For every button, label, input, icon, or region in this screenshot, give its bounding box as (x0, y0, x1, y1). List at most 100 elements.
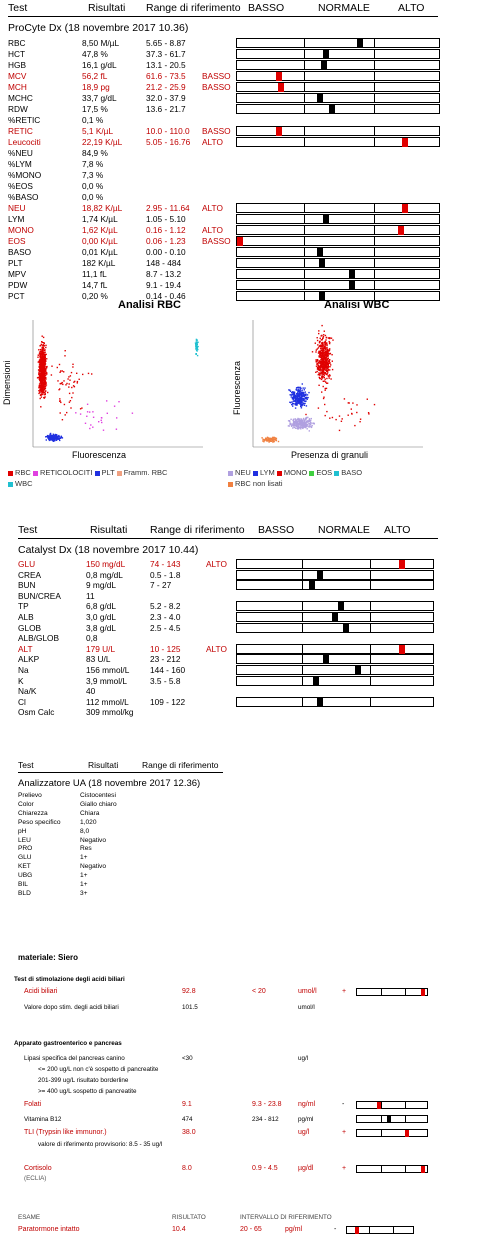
neu-point (305, 426, 307, 429)
mono-point (325, 356, 328, 358)
rbc-non-lisati-point (262, 440, 264, 442)
range-divider (304, 83, 305, 91)
rbc-non-lisati-point (272, 438, 275, 440)
row-range: 5.2 - 8.2 (150, 601, 181, 611)
row-name: Cl (18, 697, 26, 707)
mono-point (315, 351, 317, 353)
value-marker (349, 270, 355, 279)
row-name: MONO (8, 225, 34, 235)
range-divider (304, 39, 305, 47)
wbc-point (196, 344, 198, 346)
rbc-point (39, 390, 41, 393)
mono-point (317, 359, 319, 362)
rbc-point (87, 372, 90, 375)
rbc-non-lisati-point (267, 438, 269, 440)
rbc-point (42, 355, 44, 357)
ua-name: BIL (18, 881, 28, 888)
neu-point (308, 426, 310, 428)
mono-point (343, 398, 346, 400)
neu-point (303, 425, 305, 427)
value-marker (349, 281, 355, 290)
rbc-point (40, 371, 42, 373)
rbc-point (38, 378, 41, 380)
rbc-point (69, 400, 72, 402)
row-name: HGB (8, 60, 26, 70)
header2-test: Test (18, 524, 38, 536)
rbc-point (61, 419, 64, 421)
rbc-point (70, 371, 73, 374)
range-divider (304, 50, 305, 58)
wbc-legend-item: NEU (228, 468, 251, 477)
rbc-legend-item: PLT (94, 468, 115, 477)
range-divider (302, 581, 303, 589)
row-range: 148 - 484 (146, 258, 182, 268)
range-bar (236, 612, 434, 622)
rbc-point (41, 361, 43, 363)
lym-point (289, 389, 291, 391)
mono-point (322, 371, 324, 374)
mono-point (321, 362, 323, 364)
rbc-point (37, 354, 39, 356)
mono-point (320, 359, 322, 361)
lym-point (301, 389, 303, 391)
mono-point (330, 378, 332, 380)
row-range: 74 - 143 (150, 559, 181, 569)
rbc-non-lisati-point (274, 437, 276, 439)
rbc-point (40, 381, 42, 383)
ua-value: Negativo (80, 837, 107, 844)
rbc-point (39, 368, 41, 370)
retic-point (90, 424, 92, 426)
cortisolo-bar (356, 1165, 428, 1173)
neu-point (297, 424, 299, 426)
mono-point (321, 377, 323, 379)
mono-point (323, 366, 326, 368)
neu-point (303, 424, 305, 426)
wbc-legend-item: LYM (252, 468, 275, 477)
rbc-point (73, 386, 76, 388)
rbc-point (78, 378, 80, 380)
ua-name: Prelievo (18, 792, 42, 799)
mono-point (305, 413, 307, 416)
rbc-point (43, 389, 46, 391)
mono-point (324, 372, 326, 374)
lym-point (303, 399, 305, 402)
mono-point (322, 354, 324, 356)
wbc-point (196, 346, 198, 348)
lym-point (308, 391, 310, 394)
mono-point (328, 342, 331, 345)
row-name: MCH (8, 82, 27, 92)
rbc-point (47, 391, 49, 394)
neu-point (296, 427, 299, 430)
rbc-point (43, 342, 45, 344)
row-range: 2.5 - 4.5 (150, 623, 181, 633)
mono-point (328, 349, 331, 351)
rbc-point (40, 388, 42, 391)
mono-point (319, 352, 321, 354)
ua-value: 1+ (80, 872, 88, 879)
cortisolo-flag: + (342, 1165, 347, 1172)
row-range: 0.00 - 0.10 (146, 247, 186, 257)
neu-point (304, 419, 306, 421)
lym-point (304, 402, 306, 405)
rbc-point (42, 381, 44, 384)
row-name: BUN (18, 580, 36, 590)
wbc-point (195, 338, 198, 341)
rbc-point (59, 371, 61, 373)
mono-point (335, 418, 337, 421)
rbc-point (41, 379, 43, 381)
mono-point (324, 356, 326, 358)
rbc-point (36, 377, 39, 379)
plt-point (47, 436, 49, 439)
wbc-plot-title: Analisi WBC (324, 299, 390, 311)
rbc-point (46, 366, 48, 368)
rbc-point (40, 396, 43, 398)
rbc-point (42, 364, 45, 366)
row-value: 0,0 % (82, 181, 104, 191)
range-bar (236, 93, 440, 103)
neu-point (295, 425, 297, 427)
rbc-point (66, 382, 68, 385)
mono-point (317, 368, 319, 370)
range-bar (236, 214, 440, 224)
acidi-biliari-value: 92.8 (182, 988, 196, 995)
range-divider (374, 72, 375, 80)
